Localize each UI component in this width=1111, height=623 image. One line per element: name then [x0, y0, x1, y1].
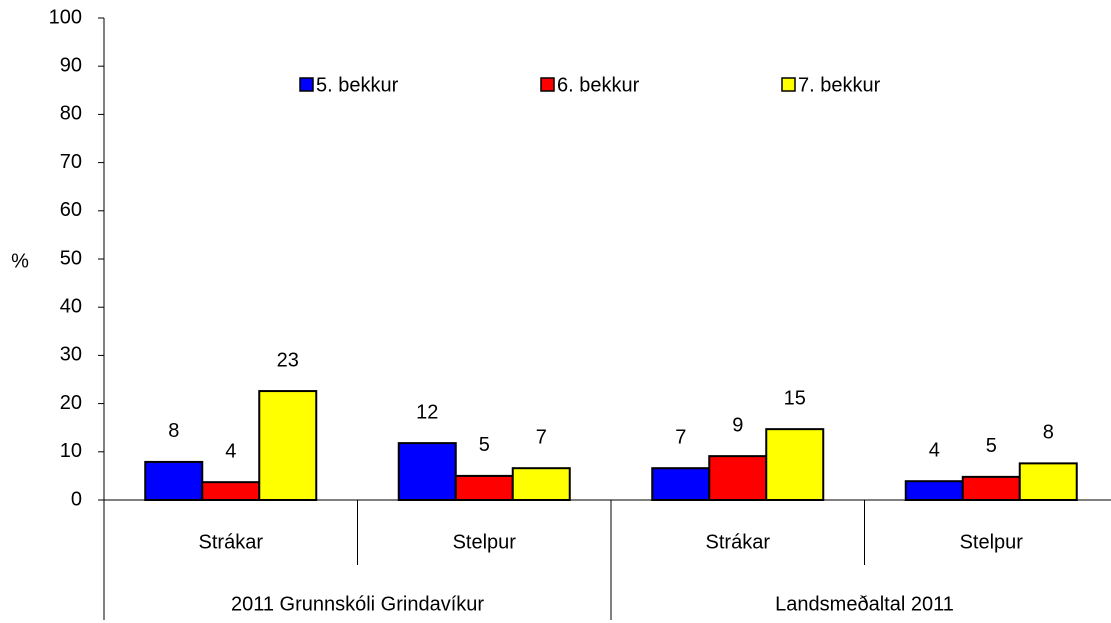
y-tick-label: 0: [71, 488, 82, 510]
data-label: 4: [929, 439, 940, 461]
data-label: 5: [479, 434, 490, 456]
bar: [904, 480, 964, 501]
data-label: 8: [168, 420, 179, 442]
legend-label: 7. bekkur: [798, 74, 881, 96]
group-label: 2011 Grunnskóli Grindavíkur: [231, 593, 484, 615]
legend-swatch: [781, 77, 796, 92]
y-tick-label: 70: [60, 151, 82, 173]
bar: [651, 467, 711, 501]
y-tick-label: 40: [60, 295, 82, 317]
bar: [765, 428, 825, 501]
y-tick-label: 20: [60, 392, 82, 414]
data-label: 7: [536, 426, 547, 448]
data-label: 7: [675, 426, 686, 448]
y-tick-label: 60: [60, 199, 82, 221]
bar: [258, 390, 318, 501]
x-tick-label: Strákar: [706, 531, 771, 553]
bar: [201, 481, 261, 501]
x-tick-label: Stelpur: [960, 531, 1024, 553]
y-tick-label: 80: [60, 103, 82, 125]
bar: [454, 474, 514, 501]
y-tick-label: 100: [49, 6, 82, 28]
data-label: 8: [1043, 422, 1054, 444]
bar: [1018, 462, 1078, 502]
y-tick-label: 50: [60, 247, 82, 269]
y-axis-label: %: [11, 250, 29, 272]
bar: [708, 455, 768, 501]
legend-swatch: [299, 77, 314, 92]
data-label: 4: [225, 440, 236, 462]
y-tick-label: 10: [60, 440, 82, 462]
bar: [144, 460, 204, 501]
x-tick-label: Strákar: [199, 531, 264, 553]
legend-swatch: [540, 77, 555, 92]
legend-label: 5. bekkur: [316, 74, 399, 96]
y-tick-label: 90: [60, 54, 82, 76]
x-tick-label: Stelpur: [453, 531, 517, 553]
legend-label: 6. bekkur: [557, 74, 640, 96]
data-label: 9: [732, 414, 743, 436]
data-label: 15: [784, 387, 806, 409]
data-label: 12: [416, 401, 438, 423]
y-tick-label: 30: [60, 344, 82, 366]
data-label: 23: [277, 349, 299, 371]
group-label: Landsmeðaltal 2011: [775, 593, 954, 615]
bar: [397, 442, 457, 501]
bar: [961, 475, 1021, 502]
bar: [511, 467, 571, 501]
data-label: 5: [986, 435, 997, 457]
